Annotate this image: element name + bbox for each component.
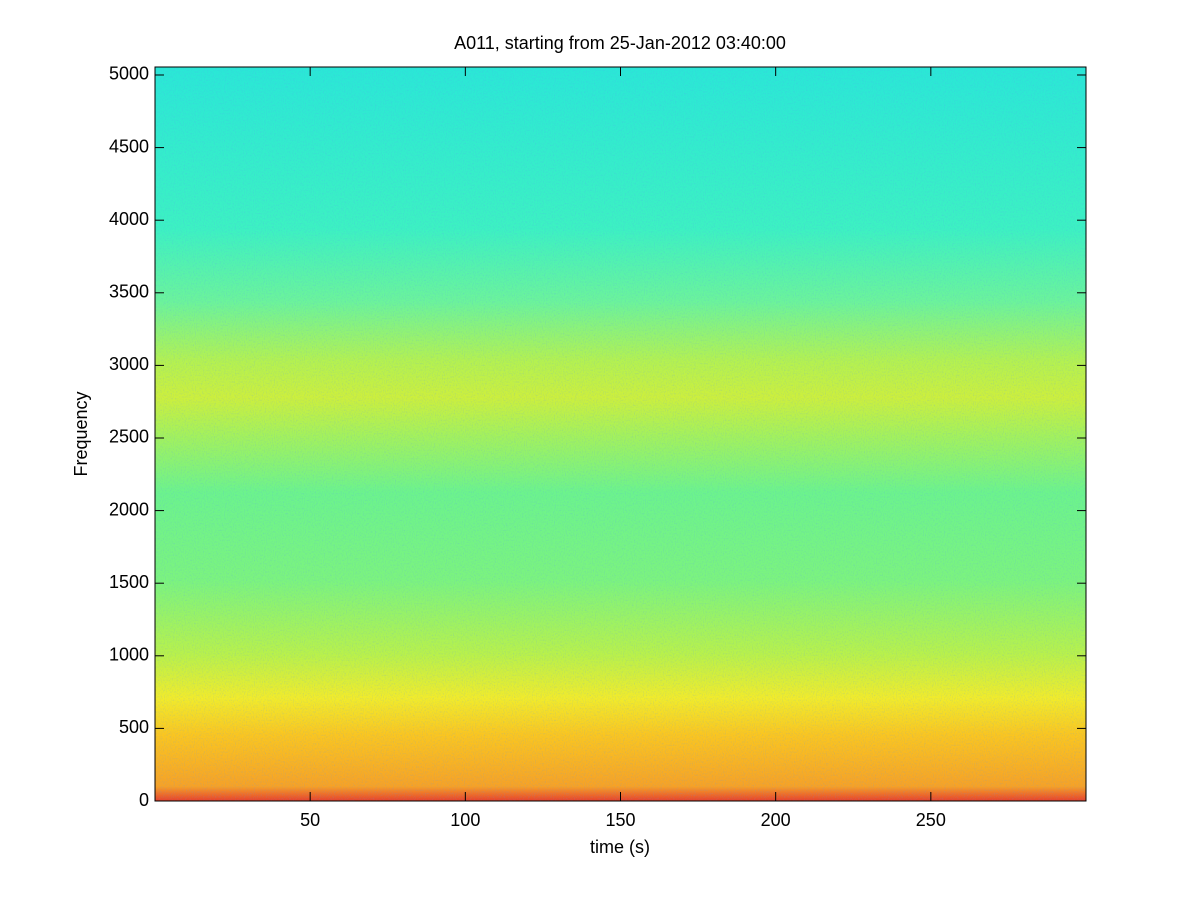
x-tick-label: 50 [300, 810, 320, 830]
x-tick-label: 250 [916, 810, 946, 830]
x-tick-label: 100 [450, 810, 480, 830]
y-tick-label: 3000 [109, 354, 149, 374]
y-tick-label: 2000 [109, 499, 149, 519]
y-tick-label: 1000 [109, 645, 149, 665]
y-tick-label: 1500 [109, 572, 149, 592]
spectrogram-texture [155, 67, 1086, 801]
x-tick-label: 150 [605, 810, 635, 830]
x-axis-label: time (s) [590, 837, 650, 857]
x-tick-label: 200 [761, 810, 791, 830]
plot-area [154, 66, 1087, 802]
y-tick-label: 0 [139, 790, 149, 810]
y-tick-label: 4500 [109, 136, 149, 156]
y-tick-label: 5000 [109, 64, 149, 84]
y-tick-label: 4000 [109, 209, 149, 229]
y-axis-label: Frequency [71, 391, 91, 476]
y-tick-label: 3500 [109, 282, 149, 302]
y-tick-label: 500 [119, 717, 149, 737]
y-tick-label: 2500 [109, 427, 149, 447]
chart-title: A011, starting from 25-Jan-2012 03:40:00 [454, 33, 786, 53]
